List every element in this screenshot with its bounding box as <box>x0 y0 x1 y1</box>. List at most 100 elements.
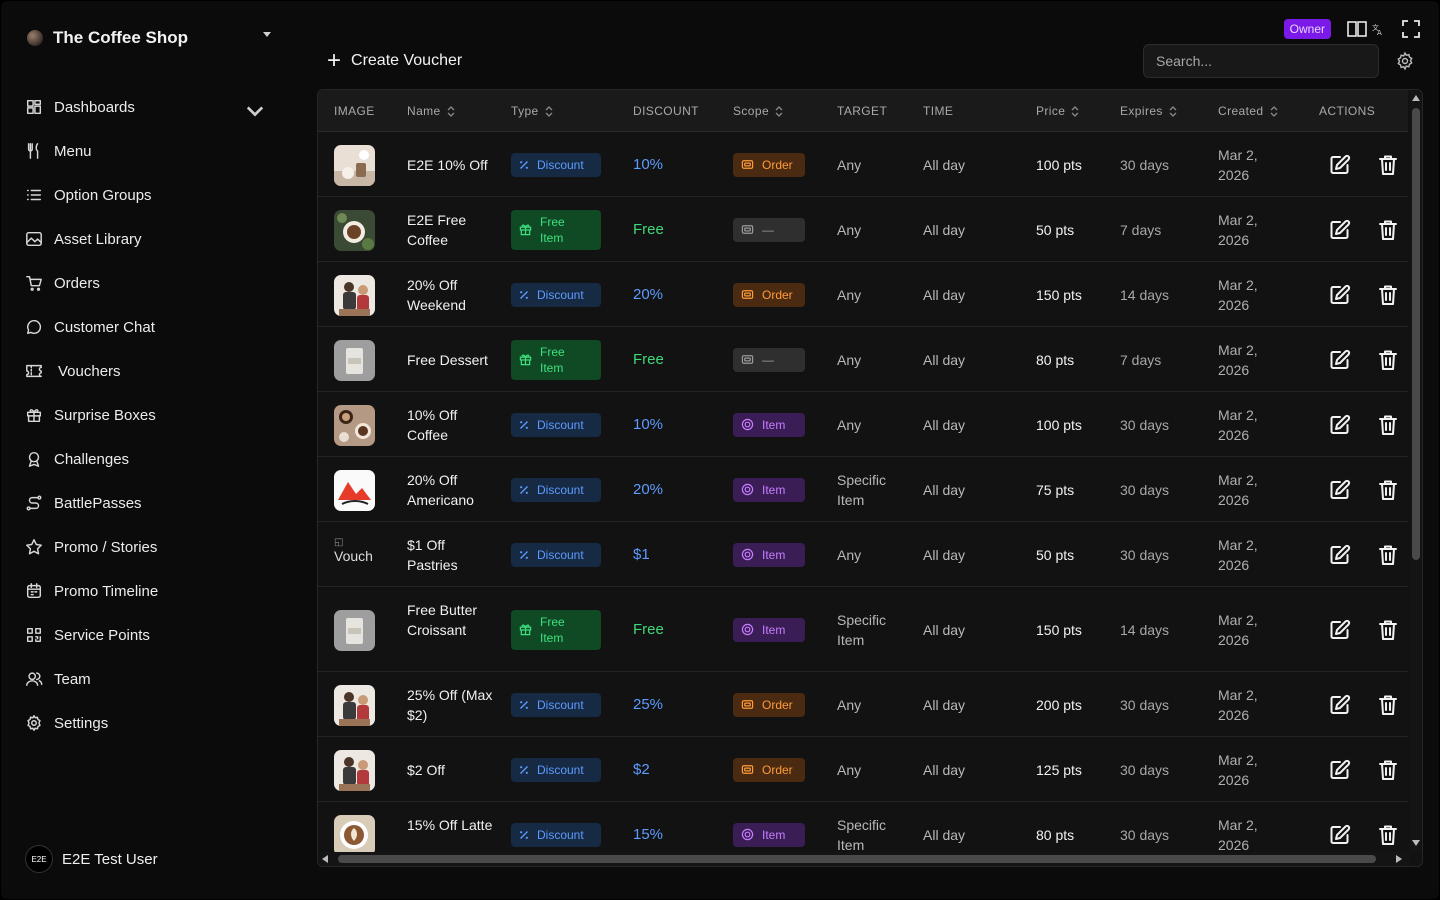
scope-icon <box>741 290 754 299</box>
sidebar-item-vouchers[interactable]: Vouchers <box>25 349 281 393</box>
sidebar-item-option-groups[interactable]: Option Groups <box>25 173 281 217</box>
column-header-expires[interactable]: Expires <box>1120 90 1177 132</box>
sidebar-item-settings[interactable]: Settings <box>25 701 281 745</box>
sidebar-item-label: Dashboards <box>54 98 135 116</box>
fullscreen-button[interactable] <box>1401 19 1421 39</box>
edit-button[interactable] <box>1329 349 1351 376</box>
search-input[interactable] <box>1143 44 1379 78</box>
edit-button[interactable] <box>1329 694 1351 721</box>
sidebar-item-dashboards[interactable]: Dashboards <box>25 85 281 129</box>
vertical-scroll-thumb[interactable] <box>1412 108 1420 560</box>
type-badge: Free Item <box>511 209 601 250</box>
expires-value: 30 days <box>1120 416 1170 433</box>
voucher-image <box>334 274 375 316</box>
edit-button[interactable] <box>1329 154 1351 181</box>
edit-button[interactable] <box>1329 479 1351 506</box>
price-value: 75 pts <box>1036 481 1075 498</box>
sidebar-item-service-points[interactable]: Service Points <box>25 613 281 657</box>
time-value: All day <box>923 156 966 173</box>
delete-button[interactable] <box>1378 414 1398 441</box>
sidebar-item-customer-chat[interactable]: Customer Chat <box>25 305 281 349</box>
svg-text:A: A <box>1377 29 1382 36</box>
table-row: 10% Off Coffee Discount 10% Item Any All day 1… <box>318 392 1408 457</box>
edit-button[interactable] <box>1329 414 1351 441</box>
scope-label: Item <box>762 622 786 637</box>
delete-button[interactable] <box>1378 154 1398 181</box>
percent-icon <box>520 420 528 429</box>
vertical-scrollbar[interactable] <box>1410 90 1422 852</box>
delete-button[interactable] <box>1378 349 1398 376</box>
sidebar-item-promo-timeline[interactable]: Promo Timeline <box>25 569 281 613</box>
column-header-name[interactable]: Name <box>407 90 455 132</box>
sidebar-item-label: Menu <box>54 142 92 160</box>
column-header-label: Expires <box>1120 104 1163 118</box>
delete-button[interactable] <box>1378 284 1398 311</box>
sidebar-item-asset-library[interactable]: Asset Library <box>25 217 281 261</box>
type-label: Discount <box>537 157 584 172</box>
type-label: Discount <box>537 697 584 712</box>
column-header-time: TIME <box>923 90 953 132</box>
gift-icon <box>519 224 532 236</box>
target-icon <box>741 623 754 636</box>
edit-button[interactable] <box>1329 284 1351 311</box>
sidebar-item-promo-stories[interactable]: Promo / Stories <box>25 525 281 569</box>
edit-button[interactable] <box>1329 759 1351 786</box>
scroll-right-icon[interactable] <box>1396 855 1402 863</box>
ticket-icon <box>26 364 42 378</box>
expires-value: 30 days <box>1120 156 1170 173</box>
column-header-type[interactable]: Type <box>511 90 553 132</box>
edit-button[interactable] <box>1329 619 1351 646</box>
edit-button[interactable] <box>1329 544 1351 571</box>
percent-icon <box>520 290 528 299</box>
created-value: Mar 2, 2026 <box>1218 146 1258 183</box>
column-header-scope[interactable]: Scope <box>733 90 783 132</box>
table-settings-button[interactable] <box>1395 51 1415 76</box>
sidebar-item-menu[interactable]: Menu <box>25 129 281 173</box>
sidebar: The Coffee Shop Dashboards Menu Option Gro… <box>1 1 301 899</box>
type-badge: Discount <box>511 542 601 567</box>
time-value: All day <box>923 221 966 238</box>
horizontal-scrollbar[interactable] <box>318 852 1410 866</box>
store-switcher[interactable]: The Coffee Shop <box>27 23 277 53</box>
horizontal-scroll-thumb[interactable] <box>338 855 1376 863</box>
voucher-image <box>334 609 375 651</box>
created-value: Mar 2, 2026 <box>1218 406 1258 443</box>
sidebar-item-orders[interactable]: Orders <box>25 261 281 305</box>
sidebar-item-challenges[interactable]: Challenges <box>25 437 281 481</box>
delete-button[interactable] <box>1378 759 1398 786</box>
edit-button[interactable] <box>1329 219 1351 246</box>
scope-badge: Item <box>733 412 805 437</box>
create-voucher-button[interactable]: + Create Voucher <box>327 49 462 73</box>
sidebar-item-battlepasses[interactable]: BattlePasses <box>25 481 281 525</box>
edit-button[interactable] <box>1329 824 1351 851</box>
scroll-down-icon[interactable] <box>1412 840 1420 846</box>
scope-badge: Item <box>733 617 805 642</box>
target-value: Any <box>837 546 862 563</box>
cart-icon <box>26 275 42 291</box>
discount-value: Free <box>633 350 664 368</box>
scroll-left-icon[interactable] <box>322 855 328 863</box>
scroll-up-icon[interactable] <box>1412 95 1420 101</box>
delete-button[interactable] <box>1378 219 1398 246</box>
column-header-created[interactable]: Created <box>1218 90 1278 132</box>
delete-button[interactable] <box>1378 824 1398 851</box>
delete-button[interactable] <box>1378 619 1398 646</box>
created-value: Mar 2, 2026 <box>1218 341 1258 378</box>
delete-button[interactable] <box>1378 694 1398 721</box>
sidebar-item-surprise-boxes[interactable]: Surprise Boxes <box>25 393 281 437</box>
store-name: The Coffee Shop <box>53 28 189 47</box>
sidebar-item-team[interactable]: Team <box>25 657 281 701</box>
type-label: Free Item <box>540 614 565 645</box>
delete-button[interactable] <box>1378 479 1398 506</box>
created-value: Mar 2, 2026 <box>1218 686 1258 723</box>
column-header-price[interactable]: Price <box>1036 90 1079 132</box>
price-value: 100 pts <box>1036 156 1082 173</box>
user-menu[interactable]: E2E E2E Test User <box>25 845 158 873</box>
column-header-target: TARGET <box>837 90 887 132</box>
target-icon <box>741 548 754 561</box>
voucher-name: $1 Off Pastries <box>407 536 458 573</box>
delete-button[interactable] <box>1378 544 1398 571</box>
gear-icon <box>27 715 41 731</box>
grid-icon <box>26 99 42 115</box>
